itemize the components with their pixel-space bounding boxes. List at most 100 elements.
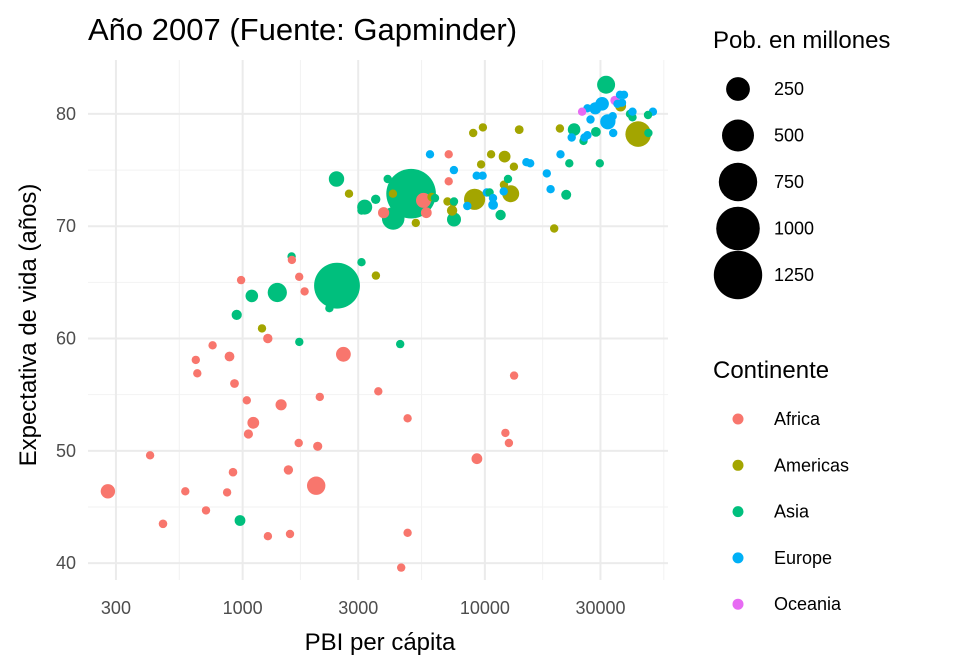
data-point xyxy=(613,99,622,109)
data-point xyxy=(295,272,304,281)
data-point xyxy=(243,429,253,439)
data-point xyxy=(222,488,232,497)
x-axis-ticks: 300 1000 3000 10000 30000 xyxy=(101,598,626,618)
data-point xyxy=(449,197,459,206)
data-point xyxy=(555,124,565,133)
data-point xyxy=(181,487,190,496)
data-point xyxy=(242,396,251,405)
data-point xyxy=(565,159,574,168)
data-point xyxy=(257,324,267,333)
data-point xyxy=(201,506,211,515)
data-point xyxy=(595,159,604,168)
size-legend-label: 250 xyxy=(774,79,804,99)
data-point xyxy=(546,185,555,194)
color-legend-label: Oceania xyxy=(774,594,842,614)
data-point xyxy=(388,189,398,198)
data-point xyxy=(314,262,360,309)
data-point xyxy=(609,128,618,138)
data-point xyxy=(378,207,390,219)
data-point xyxy=(315,392,324,402)
data-point xyxy=(263,333,273,344)
color-legend-label: Africa xyxy=(774,409,821,429)
data-point xyxy=(357,206,366,215)
data-point xyxy=(469,128,478,138)
data-point xyxy=(383,174,392,184)
data-point xyxy=(411,218,420,228)
data-point xyxy=(608,112,617,121)
data-point xyxy=(396,339,405,349)
data-point xyxy=(499,187,508,196)
data-point xyxy=(478,171,487,180)
data-point xyxy=(561,189,572,200)
x-tick-label: 30000 xyxy=(575,598,625,618)
data-point xyxy=(509,371,519,380)
size-legend-label: 750 xyxy=(774,172,804,192)
size-legend: Pob. en millones 250 500 750 1000 1250 xyxy=(713,27,890,300)
data-point xyxy=(307,476,326,495)
data-point xyxy=(285,529,295,539)
data-point xyxy=(145,451,155,460)
color-legend-symbol xyxy=(732,598,744,610)
data-point xyxy=(420,207,432,219)
data-point xyxy=(224,351,235,362)
size-legend-symbol xyxy=(726,77,750,101)
data-point xyxy=(247,416,260,429)
data-point xyxy=(463,201,472,211)
data-point xyxy=(267,282,287,303)
x-axis-label: PBI per cápita xyxy=(305,629,456,656)
size-legend-title: Pob. en millones xyxy=(713,27,890,54)
data-point xyxy=(501,428,510,438)
data-point xyxy=(486,150,496,159)
data-point xyxy=(586,115,595,124)
data-point xyxy=(416,192,431,208)
data-point xyxy=(294,438,303,448)
data-point xyxy=(283,465,294,475)
data-point xyxy=(589,102,602,115)
data-point xyxy=(344,189,354,198)
data-point xyxy=(550,224,559,233)
gridlines xyxy=(88,60,668,580)
chart-title: Año 2007 (Fuente: Gapminder) xyxy=(88,12,517,47)
data-point xyxy=(300,287,309,296)
data-point xyxy=(504,438,514,448)
data-point xyxy=(263,532,273,541)
size-legend-label: 1250 xyxy=(774,265,814,285)
data-point xyxy=(542,169,551,178)
data-point xyxy=(567,133,576,142)
data-point xyxy=(357,258,366,267)
y-tick-label: 70 xyxy=(56,216,76,236)
color-legend-symbol xyxy=(732,552,744,564)
data-point xyxy=(625,121,651,147)
data-point xyxy=(444,150,453,159)
y-tick-label: 80 xyxy=(56,104,76,124)
data-point xyxy=(591,126,601,137)
color-legend: Continente Africa Americas Asia Europe Ocean… xyxy=(713,357,849,614)
data-point xyxy=(580,133,589,142)
data-point xyxy=(228,467,238,477)
size-legend-label: 500 xyxy=(774,126,804,146)
data-point xyxy=(371,271,381,280)
data-point xyxy=(447,212,461,227)
y-tick-label: 40 xyxy=(56,553,76,573)
color-legend-title: Continente xyxy=(713,357,829,384)
size-legend-label: 1000 xyxy=(774,219,814,239)
x-tick-label: 300 xyxy=(101,598,131,618)
data-point xyxy=(449,165,459,175)
data-point xyxy=(295,337,304,347)
data-point xyxy=(628,107,637,116)
data-point xyxy=(514,125,524,134)
data-point xyxy=(503,174,513,184)
data-point xyxy=(158,519,168,529)
data-point xyxy=(275,399,287,411)
data-point xyxy=(526,159,535,168)
data-point xyxy=(488,193,498,203)
size-legend-symbol xyxy=(718,162,758,202)
x-tick-label: 3000 xyxy=(338,598,378,618)
color-legend-label: Europe xyxy=(774,548,832,568)
data-point xyxy=(643,110,653,120)
color-legend-label: Asia xyxy=(774,502,810,522)
data-point xyxy=(234,515,246,526)
data-point xyxy=(328,171,345,187)
size-legend-symbol xyxy=(716,206,760,251)
